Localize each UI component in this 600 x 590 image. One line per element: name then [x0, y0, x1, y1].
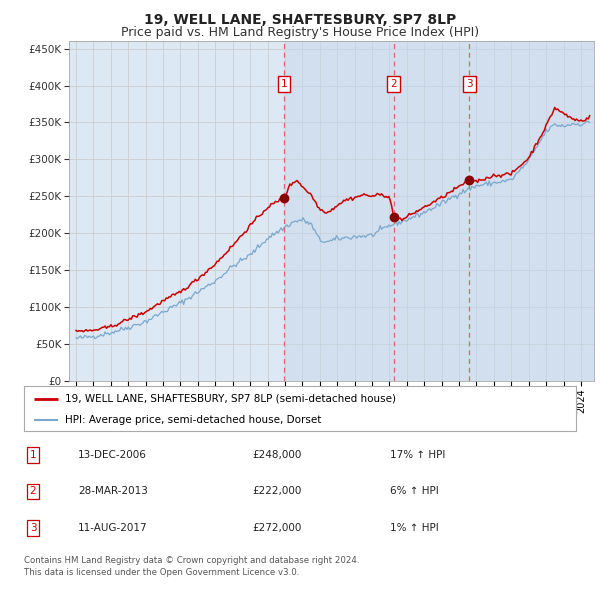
Text: 3: 3 — [29, 523, 37, 533]
Text: 19, WELL LANE, SHAFTESBURY, SP7 8LP (semi-detached house): 19, WELL LANE, SHAFTESBURY, SP7 8LP (sem… — [65, 394, 397, 404]
Bar — [284, 41, 394, 381]
Text: £222,000: £222,000 — [252, 487, 301, 496]
Text: HPI: Average price, semi-detached house, Dorset: HPI: Average price, semi-detached house,… — [65, 415, 322, 425]
Text: 13-DEC-2006: 13-DEC-2006 — [78, 450, 147, 460]
Text: Contains HM Land Registry data © Crown copyright and database right 2024.
This d: Contains HM Land Registry data © Crown c… — [24, 556, 359, 577]
Bar — [394, 41, 469, 381]
Text: 2: 2 — [29, 487, 37, 496]
Text: 19, WELL LANE, SHAFTESBURY, SP7 8LP: 19, WELL LANE, SHAFTESBURY, SP7 8LP — [144, 13, 456, 27]
Text: 3: 3 — [466, 78, 473, 88]
Text: 28-MAR-2013: 28-MAR-2013 — [78, 487, 148, 496]
Text: £248,000: £248,000 — [252, 450, 301, 460]
Text: £272,000: £272,000 — [252, 523, 301, 533]
Text: 17% ↑ HPI: 17% ↑ HPI — [390, 450, 445, 460]
Text: 2: 2 — [390, 78, 397, 88]
Text: 11-AUG-2017: 11-AUG-2017 — [78, 523, 148, 533]
Text: 6% ↑ HPI: 6% ↑ HPI — [390, 487, 439, 496]
Text: Price paid vs. HM Land Registry's House Price Index (HPI): Price paid vs. HM Land Registry's House … — [121, 26, 479, 39]
Text: 1: 1 — [281, 78, 287, 88]
Bar — [469, 41, 594, 381]
Text: 1: 1 — [29, 450, 37, 460]
Text: 1% ↑ HPI: 1% ↑ HPI — [390, 523, 439, 533]
